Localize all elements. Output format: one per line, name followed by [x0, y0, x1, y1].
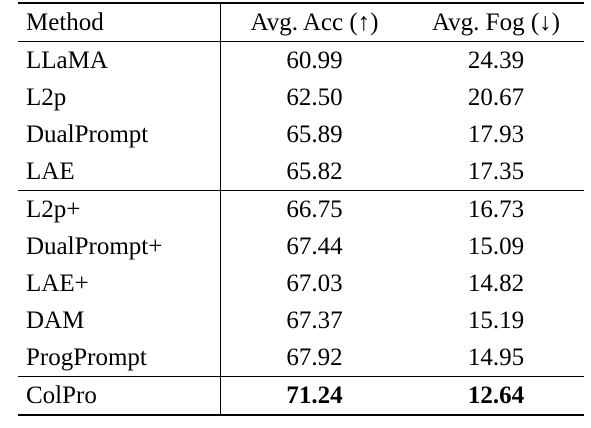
cell-acc: 67.44 [286, 233, 343, 260]
cell-acc: 67.37 [286, 307, 343, 334]
cell-method: LLaMA [18, 41, 221, 79]
header-row: Method Avg. Acc (↑) Avg. Fog (↓) [18, 2, 584, 42]
cell-fog: 15.09 [467, 233, 525, 260]
cell-method: DAM [18, 302, 221, 339]
cell-fog: 17.93 [467, 121, 525, 148]
cell-acc-best: 71.24 [220, 376, 408, 416]
cell-fog: 14.95 [467, 344, 525, 371]
table-row: LAE+ 67.03 14.82 [18, 265, 584, 302]
table-row: LAE 65.82 17.35 [18, 153, 584, 191]
header-avg-acc: Avg. Acc (↑) [220, 2, 408, 42]
cell-method: ProgPrompt [18, 339, 221, 377]
cell-fog-best: 12.64 [408, 376, 584, 416]
results-table: Method Avg. Acc (↑) Avg. Fog (↓) LLaMA 6… [18, 2, 584, 416]
header-avg-fog: Avg. Fog (↓) [408, 2, 584, 42]
table-row: L2p 62.50 20.67 [18, 79, 584, 116]
table-row: LLaMA 60.99 24.39 [18, 41, 584, 79]
table-row: ProgPrompt 67.92 14.95 [18, 339, 584, 377]
cell-acc: 65.82 [286, 158, 343, 185]
cell-method: L2p [18, 79, 221, 116]
cell-fog: 16.73 [408, 190, 584, 228]
table-row: DAM 67.37 15.19 [18, 302, 584, 339]
cell-acc: 65.89 [286, 121, 343, 148]
cell-method: L2p+ [18, 190, 221, 228]
table-row: L2p+ 66.75 16.73 [18, 190, 584, 228]
table-header: Method Avg. Acc (↑) Avg. Fog (↓) [18, 2, 584, 42]
cell-fog: 15.19 [467, 307, 525, 334]
table-row: DualPrompt 65.89 17.93 [18, 116, 584, 153]
cell-method: DualPrompt+ [18, 228, 221, 265]
cell-fog: 14.82 [467, 270, 525, 297]
cell-acc: 67.03 [286, 270, 343, 297]
table-body: LLaMA 60.99 24.39 L2p 62.50 20.67 DualPr… [18, 41, 584, 416]
cell-acc: 60.99 [286, 47, 343, 74]
cell-fog: 20.67 [467, 84, 525, 111]
cell-fog: 17.35 [467, 158, 525, 185]
cell-acc: 62.50 [286, 84, 343, 111]
cell-method: ColPro [18, 376, 221, 416]
header-method: Method [18, 2, 221, 42]
cell-method: DualPrompt [18, 116, 221, 153]
cell-acc: 67.92 [286, 344, 343, 371]
cell-acc: 66.75 [220, 190, 408, 228]
cell-method: LAE [18, 153, 221, 191]
table-row: DualPrompt+ 67.44 15.09 [18, 228, 584, 265]
table-row-ours: ColPro 71.24 12.64 [18, 376, 584, 416]
cell-method: LAE+ [18, 265, 221, 302]
cell-fog: 24.39 [467, 47, 525, 74]
